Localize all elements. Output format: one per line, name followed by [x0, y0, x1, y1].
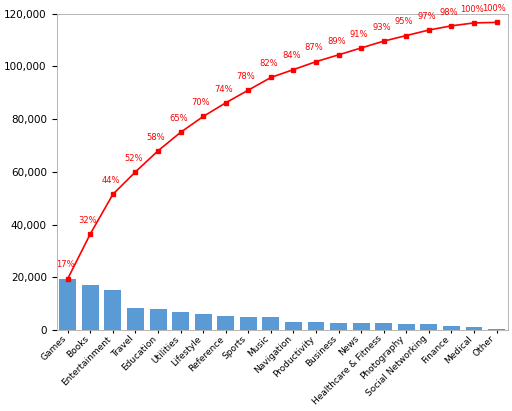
Bar	[330, 323, 347, 330]
Text: 82%: 82%	[259, 59, 278, 68]
Text: 95%: 95%	[395, 17, 413, 26]
Text: 87%: 87%	[305, 44, 323, 53]
Text: 17%: 17%	[56, 261, 75, 269]
Bar	[375, 323, 392, 330]
Bar	[240, 317, 257, 330]
Bar	[285, 322, 302, 330]
Text: 78%: 78%	[237, 72, 255, 81]
Bar	[217, 316, 234, 330]
Text: 58%: 58%	[146, 132, 165, 141]
Text: 93%: 93%	[372, 23, 391, 32]
Text: 97%: 97%	[417, 12, 436, 21]
Text: 89%: 89%	[327, 37, 346, 46]
Bar	[104, 291, 121, 330]
Text: 100%: 100%	[482, 4, 506, 13]
Text: 44%: 44%	[101, 176, 120, 185]
Bar	[59, 279, 76, 330]
Text: 52%: 52%	[124, 154, 142, 163]
Bar	[172, 312, 189, 330]
Bar	[150, 309, 166, 330]
Text: 32%: 32%	[79, 216, 97, 224]
Text: 70%: 70%	[191, 98, 210, 107]
Bar	[195, 314, 211, 330]
Bar	[308, 322, 325, 330]
Bar	[127, 307, 144, 330]
Bar	[82, 285, 99, 330]
Text: 91%: 91%	[350, 30, 368, 39]
Bar	[420, 324, 437, 330]
Bar	[465, 327, 482, 330]
Text: 74%: 74%	[214, 85, 233, 94]
Text: 100%: 100%	[460, 5, 484, 14]
Text: 84%: 84%	[282, 51, 301, 60]
Bar	[443, 326, 460, 330]
Bar	[353, 323, 370, 330]
Text: 65%: 65%	[169, 114, 188, 123]
Bar	[398, 324, 415, 330]
Bar	[263, 317, 280, 330]
Text: 98%: 98%	[440, 7, 458, 16]
